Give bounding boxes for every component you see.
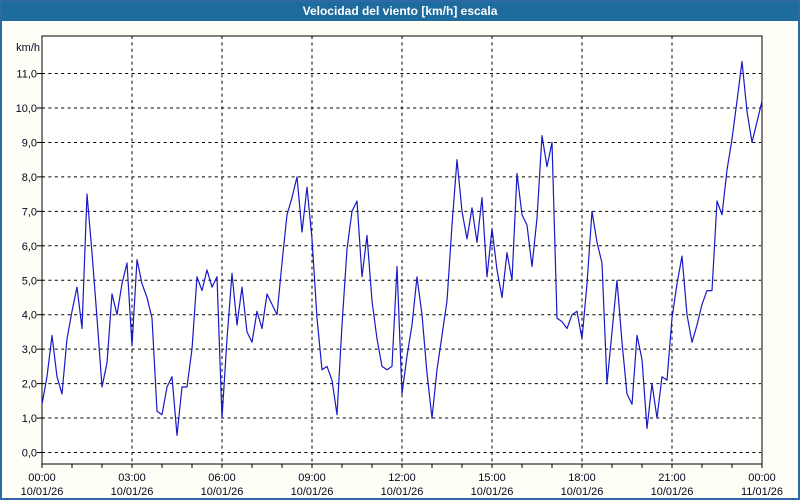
x-tick-time-label: 21:00 [658, 472, 686, 484]
y-tick-label: 4,0 [22, 310, 37, 322]
y-tick-label: 1,0 [22, 413, 37, 425]
wind-speed-chart: 0,0 1,0 2,0 3,0 4,0 5,0 6,0 7,0 8,0 9,0 10,0 11,0 km… [16, 35, 783, 498]
y-axis-labels: 0,0 1,0 2,0 3,0 4,0 5,0 6,0 7,0 8,0 9,0 10,0 11,0 [16, 69, 37, 460]
x-tick-date-label: 10/01/26 [21, 486, 64, 498]
x-tick-date-label: 10/01/26 [201, 486, 244, 498]
x-tick-date-label: 10/01/26 [381, 486, 424, 498]
x-tick-time-label: 18:00 [568, 472, 596, 484]
x-tick-time-label: 12:00 [388, 472, 416, 484]
tick-marks [37, 73, 763, 468]
y-tick-label: 7,0 [22, 206, 37, 218]
window-title: Velocidad del viento [km/h] escala [302, 4, 498, 18]
x-tick-time-label: 09:00 [298, 472, 326, 484]
x-tick-date-label: 11/01/26 [741, 486, 783, 498]
x-tick-date-label: 10/01/26 [111, 486, 154, 498]
y-tick-label: 10,0 [16, 103, 37, 115]
x-tick-time-label: 00:00 [28, 472, 56, 484]
y-tick-label: 6,0 [22, 241, 37, 253]
x-tick-time-label: 06:00 [208, 472, 236, 484]
x-tick-date-label: 10/01/26 [561, 486, 604, 498]
y-tick-label: 11,0 [16, 69, 37, 81]
x-axis-labels: 00:00 10/01/26 03:00 10/01/26 06:00 10/01/26 0… [21, 472, 783, 498]
x-tick-date-label: 10/01/26 [291, 486, 334, 498]
x-tick-time-label: 00:00 [748, 472, 776, 484]
y-tick-label: 8,0 [22, 172, 37, 184]
x-tick-time-label: 15:00 [478, 472, 506, 484]
y-tick-label: 2,0 [22, 379, 37, 391]
gridlines [42, 36, 761, 464]
y-tick-label: 3,0 [22, 344, 37, 356]
y-tick-label: 9,0 [22, 137, 37, 149]
x-tick-time-label: 03:00 [118, 472, 146, 484]
y-axis-unit-label: km/h [16, 42, 40, 54]
wind-speed-line [41, 60, 763, 436]
y-tick-label: 0,0 [22, 448, 37, 460]
y-tick-label: 5,0 [22, 275, 37, 287]
x-tick-date-label: 10/01/26 [651, 486, 694, 498]
x-tick-date-label: 10/01/26 [471, 486, 514, 498]
title-bar: Velocidad del viento [km/h] escala [2, 2, 798, 21]
